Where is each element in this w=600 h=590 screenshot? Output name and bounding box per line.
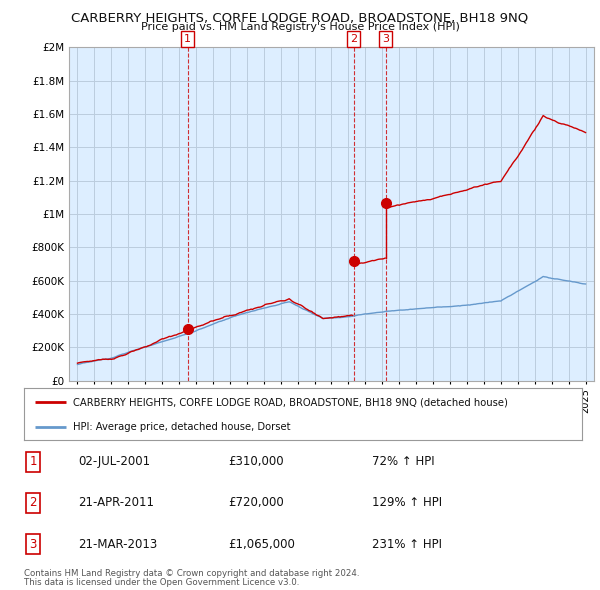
- Text: £1,065,000: £1,065,000: [228, 537, 295, 551]
- Text: 2: 2: [29, 496, 37, 510]
- Text: 3: 3: [382, 34, 389, 44]
- Text: 02-JUL-2001: 02-JUL-2001: [78, 455, 150, 468]
- Text: This data is licensed under the Open Government Licence v3.0.: This data is licensed under the Open Gov…: [24, 578, 299, 587]
- Text: 2: 2: [350, 34, 357, 44]
- Text: Contains HM Land Registry data © Crown copyright and database right 2024.: Contains HM Land Registry data © Crown c…: [24, 569, 359, 578]
- Text: 231% ↑ HPI: 231% ↑ HPI: [372, 537, 442, 551]
- Text: CARBERRY HEIGHTS, CORFE LODGE ROAD, BROADSTONE, BH18 9NQ: CARBERRY HEIGHTS, CORFE LODGE ROAD, BROA…: [71, 12, 529, 25]
- Text: £310,000: £310,000: [228, 455, 284, 468]
- Text: 72% ↑ HPI: 72% ↑ HPI: [372, 455, 434, 468]
- Text: HPI: Average price, detached house, Dorset: HPI: Average price, detached house, Dors…: [73, 422, 290, 431]
- Text: 3: 3: [29, 537, 37, 551]
- Text: 21-MAR-2013: 21-MAR-2013: [78, 537, 157, 551]
- Text: 1: 1: [184, 34, 191, 44]
- Text: 1: 1: [29, 455, 37, 468]
- Text: CARBERRY HEIGHTS, CORFE LODGE ROAD, BROADSTONE, BH18 9NQ (detached house): CARBERRY HEIGHTS, CORFE LODGE ROAD, BROA…: [73, 397, 508, 407]
- Text: 21-APR-2011: 21-APR-2011: [78, 496, 154, 510]
- Text: Price paid vs. HM Land Registry's House Price Index (HPI): Price paid vs. HM Land Registry's House …: [140, 22, 460, 32]
- Text: £720,000: £720,000: [228, 496, 284, 510]
- Text: 129% ↑ HPI: 129% ↑ HPI: [372, 496, 442, 510]
